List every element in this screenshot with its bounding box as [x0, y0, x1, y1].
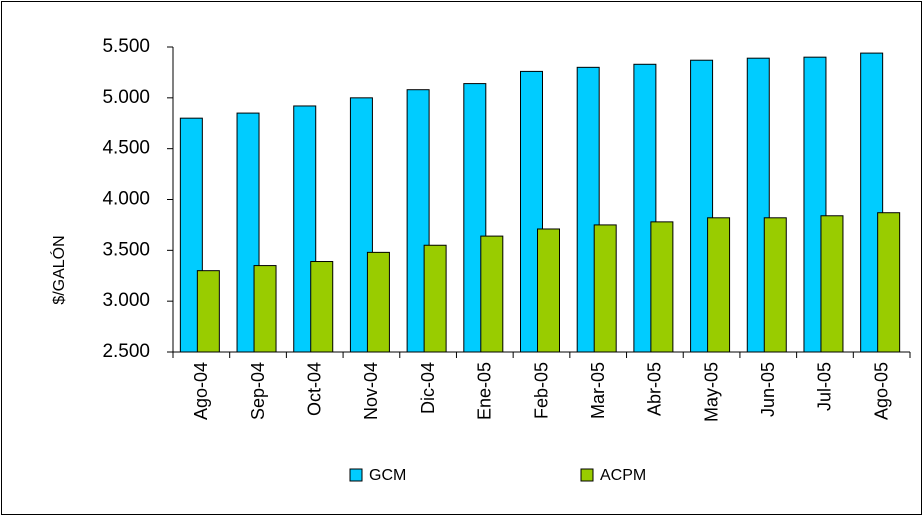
y-tick-label: 3.500	[102, 239, 150, 260]
x-tick-label: Jun-05	[758, 362, 778, 417]
x-tick-label: May-05	[701, 362, 721, 422]
x-tick-label: Jul-05	[815, 362, 835, 411]
bar	[253, 265, 277, 353]
y-tick-label: 2.500	[102, 341, 150, 362]
bar	[820, 215, 844, 353]
bar	[763, 217, 787, 353]
bar	[310, 261, 334, 353]
x-tick-label: Feb-05	[531, 362, 551, 419]
y-tick-label: 4.500	[102, 138, 150, 159]
y-tick-label: 5.500	[102, 36, 150, 57]
bar	[877, 212, 901, 353]
x-tick-label: Dic-04	[418, 362, 438, 414]
y-tick-label: 4.000	[102, 189, 150, 210]
legend-swatch	[580, 468, 594, 482]
x-tick-label: Nov-04	[361, 362, 381, 420]
legend-label: ACPM	[600, 467, 646, 484]
bar	[707, 217, 731, 353]
y-axis-label: $/GALÓN	[49, 235, 68, 304]
y-tick-label: 3.000	[102, 290, 150, 311]
x-tick-label: Abr-05	[645, 362, 665, 416]
x-tick-label: Ago-04	[191, 362, 211, 420]
x-tick-label: Mar-05	[588, 362, 608, 419]
bar	[650, 221, 674, 353]
legend-swatch	[349, 468, 363, 482]
legend-label: GCM	[369, 467, 406, 484]
y-tick-label: 5.000	[102, 87, 150, 108]
x-tick-label: Oct-04	[304, 362, 324, 416]
bar	[593, 224, 617, 353]
bar	[537, 228, 560, 353]
bar	[366, 251, 390, 353]
x-tick-label: Sep-04	[248, 362, 268, 420]
bar	[423, 244, 447, 353]
bar	[480, 235, 504, 353]
bar	[196, 270, 220, 353]
x-tick-label: Ene-05	[475, 362, 495, 420]
x-tick-label: Ago-05	[871, 362, 891, 420]
